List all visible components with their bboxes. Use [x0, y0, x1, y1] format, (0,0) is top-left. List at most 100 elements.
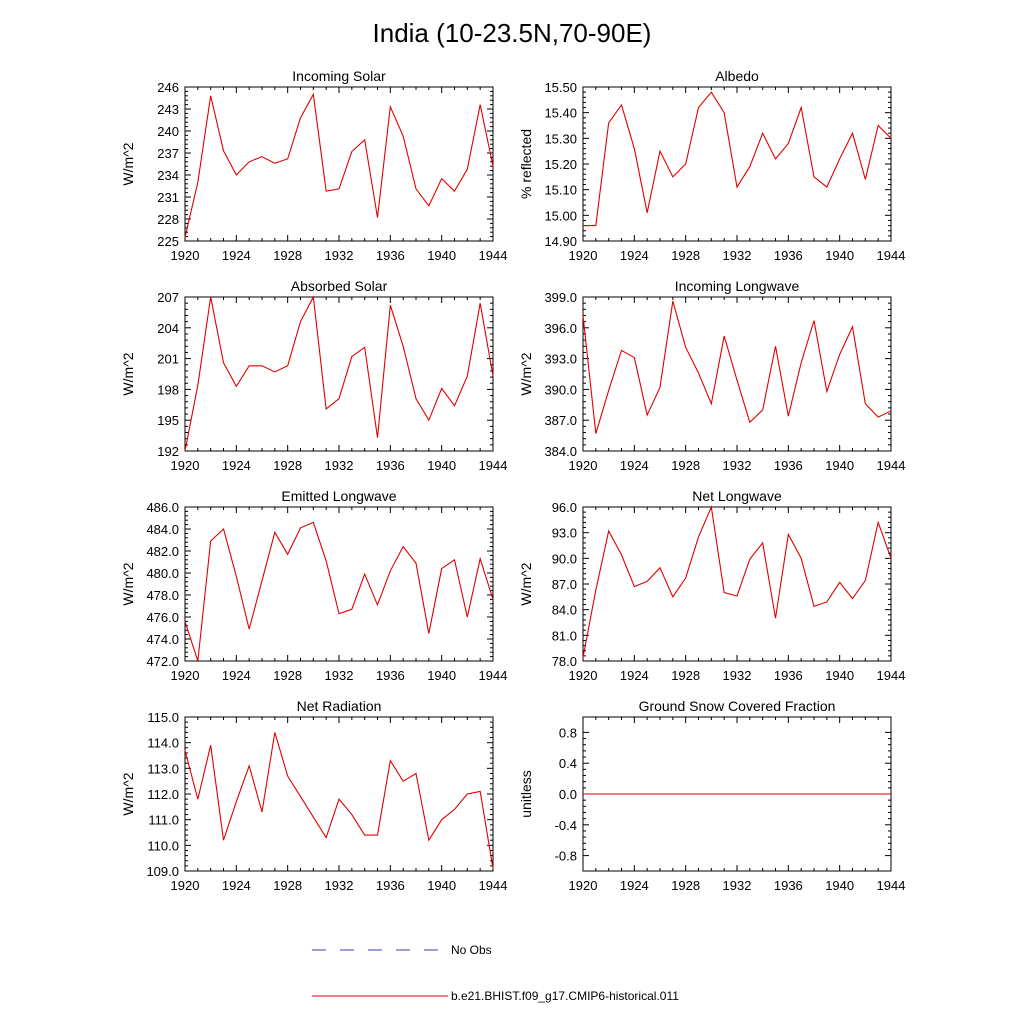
- y-tick-label: 96.0: [552, 500, 577, 515]
- panel-emitted-longwave: Emitted Longwave W/m^2 1920 1924 1928 1932 193…: [120, 488, 507, 683]
- x-tick-label: 1936: [774, 668, 803, 683]
- panel-title: Net Radiation: [297, 698, 382, 714]
- panel-incoming-longwave: Incoming Longwave W/m^2 1920 1924 1928 1932 19…: [518, 278, 905, 473]
- series-line: [184, 295, 494, 452]
- y-tick-label: 195: [157, 413, 179, 428]
- series-line: [582, 505, 892, 658]
- panel-net-longwave: Net Longwave W/m^2 1920 1924 1928 1932 1936 194…: [518, 488, 905, 683]
- x-tick-label: 1936: [376, 668, 405, 683]
- y-axis-label: W/m^2: [120, 142, 136, 185]
- x-tick-label: 1936: [774, 248, 803, 263]
- x-tick-label: 1932: [325, 668, 354, 683]
- y-tick-label: 93.0: [552, 526, 577, 541]
- panel-absorbed-solar: Absorbed Solar W/m^2 1920 1924 1928 1932 1936 1…: [120, 278, 507, 473]
- x-tick-label: 1920: [569, 458, 598, 473]
- y-tick-label: 234: [157, 168, 179, 183]
- y-tick-label: 0.8: [559, 725, 577, 740]
- x-tick-label: 1944: [479, 248, 508, 263]
- y-tick-label: 113.0: [147, 761, 179, 776]
- y-tick-label: 15.00: [544, 208, 577, 223]
- y-tick-label: 84.0: [552, 603, 577, 618]
- x-tick-label: 1920: [569, 878, 598, 893]
- y-tick-label: 201: [157, 352, 179, 367]
- panel-title: Incoming Longwave: [675, 278, 800, 294]
- x-tick-label: 1944: [877, 458, 906, 473]
- x-tick-label: 1924: [620, 248, 649, 263]
- y-tick-label: 237: [157, 146, 179, 161]
- x-tick-label: 1924: [222, 458, 251, 473]
- y-tick-label: 15.40: [544, 106, 577, 121]
- x-tick-label: 1936: [774, 878, 803, 893]
- y-tick-label: 472.0: [146, 654, 179, 669]
- series-line: [582, 300, 892, 434]
- x-tick-label: 1940: [427, 878, 456, 893]
- x-tick-label: 1932: [325, 248, 354, 263]
- panel-title: Albedo: [715, 68, 759, 84]
- y-tick-label: 387.0: [544, 413, 577, 428]
- y-tick-label: 399.0: [544, 290, 577, 305]
- x-tick-label: 1932: [325, 878, 354, 893]
- series-line: [184, 92, 494, 238]
- x-tick-label: 1932: [723, 668, 752, 683]
- y-tick-label: 486.0: [146, 500, 179, 515]
- panel-title: Emitted Longwave: [281, 488, 396, 504]
- x-tick-label: 1920: [171, 878, 200, 893]
- y-tick-label: 390.0: [544, 382, 577, 397]
- y-axis-label: W/m^2: [518, 352, 534, 395]
- x-tick-label: 1920: [569, 248, 598, 263]
- x-tick-label: 1944: [877, 668, 906, 683]
- x-tick-label: 1928: [273, 878, 302, 893]
- x-tick-label: 1928: [671, 668, 700, 683]
- x-tick-label: 1940: [825, 458, 854, 473]
- panel-incoming-solar: Incoming Solar W/m^2 1920 1924 1928 1932 1936 1…: [120, 68, 507, 263]
- x-tick-label: 1932: [723, 248, 752, 263]
- y-axis-label: % reflected: [518, 129, 534, 199]
- x-tick-label: 1936: [376, 458, 405, 473]
- y-tick-label: 384.0: [544, 444, 577, 459]
- y-tick-label: 0.0: [559, 787, 577, 802]
- y-tick-label: 81.0: [552, 628, 577, 643]
- x-tick-label: 1928: [273, 668, 302, 683]
- panel-albedo: Albedo % reflected 1920 1924 1928 1932 1936 194…: [518, 68, 905, 263]
- y-tick-label: 15.10: [544, 183, 577, 198]
- x-tick-label: 1944: [877, 878, 906, 893]
- y-tick-label: 474.0: [146, 632, 179, 647]
- x-tick-label: 1932: [325, 458, 354, 473]
- y-tick-label: 115.0: [147, 710, 179, 725]
- x-tick-label: 1924: [620, 458, 649, 473]
- legend-obs-label: No Obs: [451, 943, 492, 957]
- x-tick-label: 1940: [825, 668, 854, 683]
- y-tick-label: 0.4: [559, 756, 577, 771]
- x-tick-label: 1920: [171, 668, 200, 683]
- y-tick-label: 204: [157, 321, 179, 336]
- y-tick-label: 476.0: [146, 610, 179, 625]
- y-tick-label: 15.50: [544, 80, 577, 95]
- y-tick-label: 243: [157, 102, 179, 117]
- x-tick-label: 1944: [877, 248, 906, 263]
- y-axis-label: W/m^2: [518, 562, 534, 605]
- legend: No Obs b.e21.BHIST.f09_g17.CMIP6-histori…: [312, 943, 679, 1003]
- y-axis-label: W/m^2: [120, 562, 136, 605]
- panel-ground-snow-covered-fraction: Ground Snow Covered Fraction unitless 1920…: [518, 698, 905, 893]
- y-tick-label: 484.0: [146, 522, 179, 537]
- y-tick-label: 114.0: [147, 736, 179, 751]
- y-tick-label: 246: [157, 80, 179, 95]
- x-tick-label: 1920: [171, 248, 200, 263]
- y-tick-label: 87.0: [552, 577, 577, 592]
- x-tick-label: 1940: [427, 458, 456, 473]
- y-tick-label: 198: [157, 382, 179, 397]
- x-tick-label: 1936: [774, 458, 803, 473]
- y-tick-label: 228: [157, 212, 179, 227]
- panel-title: Net Longwave: [692, 488, 782, 504]
- x-tick-label: 1920: [171, 458, 200, 473]
- y-tick-label: 393.0: [544, 352, 577, 367]
- x-tick-label: 1928: [671, 248, 700, 263]
- x-tick-label: 1932: [723, 458, 752, 473]
- y-tick-label: 111.0: [148, 813, 179, 828]
- y-axis-label: W/m^2: [120, 352, 136, 395]
- y-axis-label: unitless: [518, 770, 534, 817]
- y-tick-label: 15.20: [544, 157, 577, 172]
- x-tick-label: 1932: [723, 878, 752, 893]
- series-line: [184, 732, 494, 869]
